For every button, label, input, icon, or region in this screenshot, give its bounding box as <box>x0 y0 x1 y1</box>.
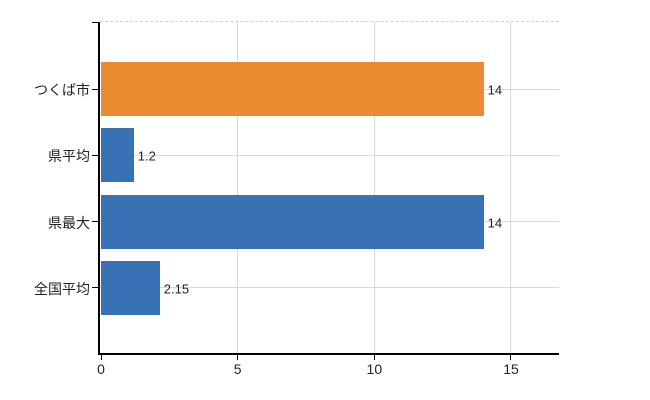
gridline-vertical <box>237 22 238 354</box>
bar <box>101 194 484 249</box>
gridline-horizontal <box>100 154 559 156</box>
bar <box>101 260 160 315</box>
y-axis-tick <box>92 287 98 289</box>
gridline-horizontal <box>100 287 559 289</box>
y-axis-tick <box>92 221 98 223</box>
bar <box>101 62 484 116</box>
bar-value-label: 2.15 <box>163 281 190 297</box>
y-axis-tick <box>92 88 98 90</box>
category-label: 県平均 <box>48 148 90 165</box>
x-axis-tick-label: 0 <box>97 361 105 377</box>
bar <box>101 128 134 183</box>
x-axis-tick <box>373 355 375 360</box>
x-axis-tick <box>100 355 102 360</box>
x-axis-tick-label: 5 <box>233 361 242 377</box>
y-axis-tick <box>92 154 98 156</box>
category-label: 全国平均 <box>34 280 90 297</box>
bar-value-label: 14 <box>487 82 503 98</box>
bar-value-label: 1.2 <box>137 148 156 164</box>
x-axis-line <box>98 353 559 355</box>
category-label: つくば市 <box>34 82 90 98</box>
bar-value-label: 14 <box>487 215 503 231</box>
category-label: 県最大 <box>48 214 90 231</box>
x-axis-tick-label: 10 <box>366 361 383 377</box>
y-axis-tick <box>92 21 98 23</box>
x-axis-tick <box>510 355 512 360</box>
plot-top-border <box>100 21 559 22</box>
y-axis-line <box>98 22 100 355</box>
x-axis-tick <box>237 355 239 360</box>
gridline-vertical <box>374 22 375 354</box>
x-axis-tick-label: 15 <box>503 361 519 377</box>
gridline-vertical <box>510 22 511 354</box>
